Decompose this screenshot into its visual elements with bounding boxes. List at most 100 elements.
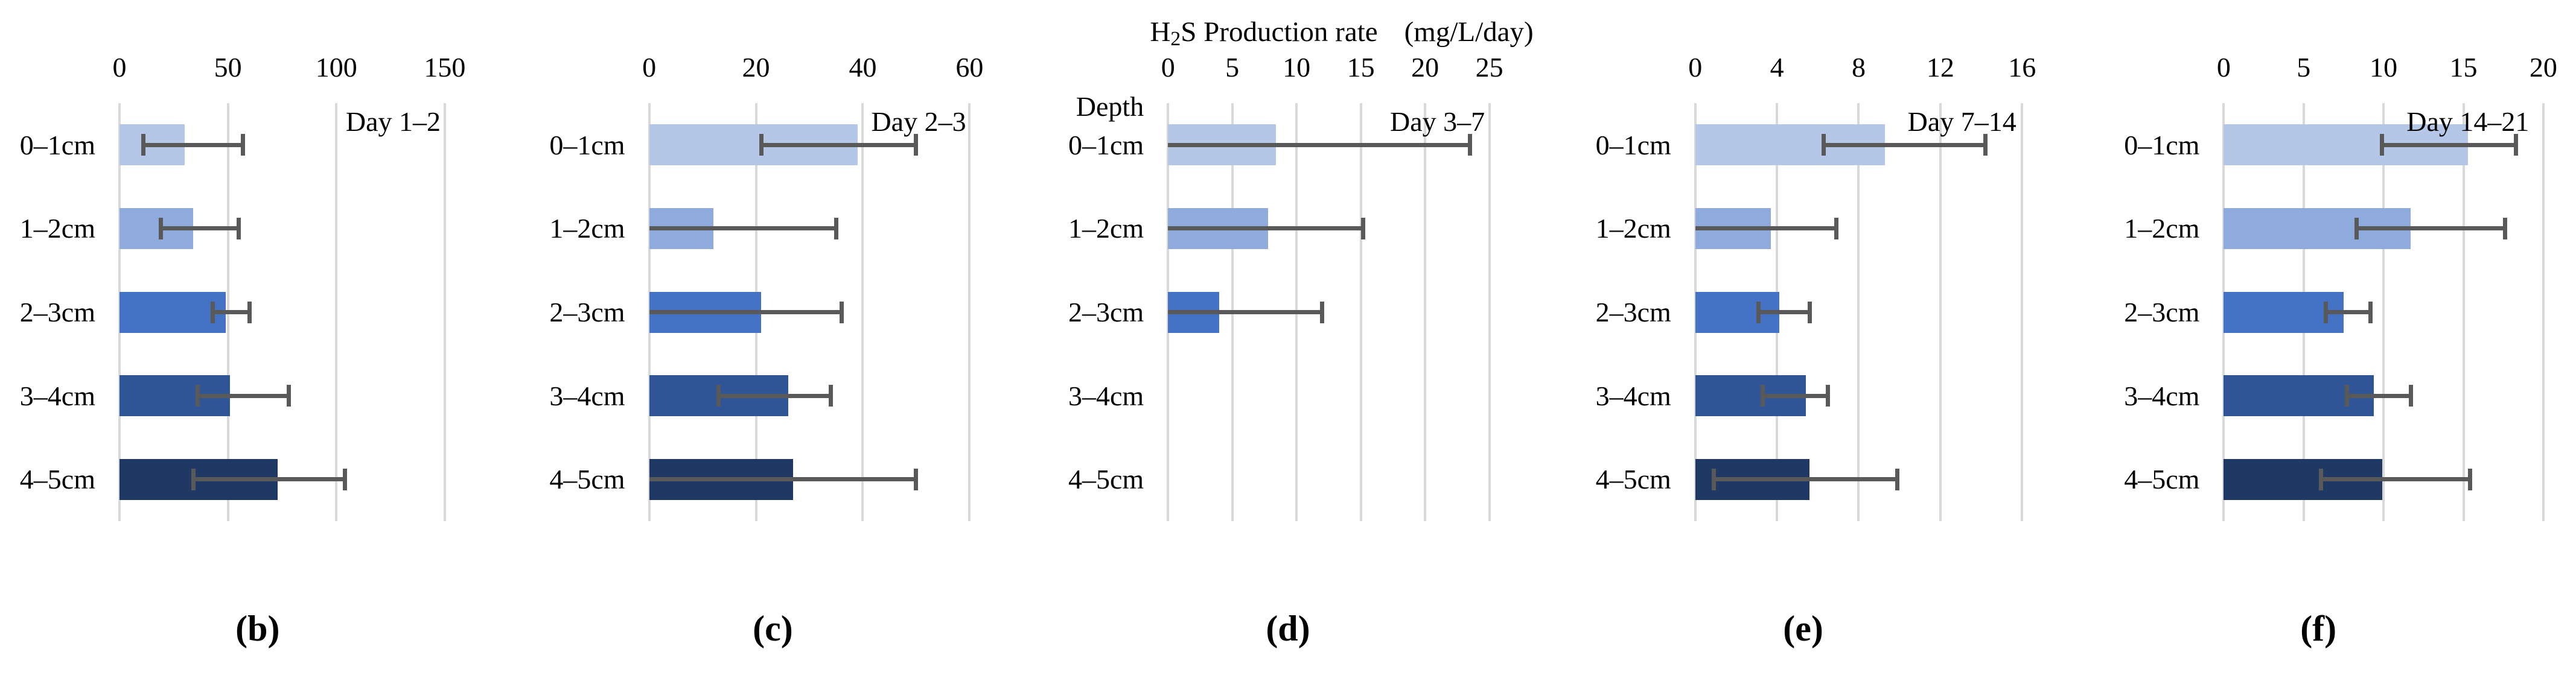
depth-label: 2–3cm — [1068, 296, 1144, 328]
axis-tick-label: 50 — [214, 52, 242, 83]
error-bar — [2356, 226, 2505, 231]
error-bar-cap — [1822, 134, 1826, 156]
day-range-label: Day 3–7 — [1390, 106, 1485, 137]
panel-e: 0 4 8 12 16 Day 7–14 0–1cm 1–2cm 2–3cm 3–4cm 4–5cm… — [1546, 0, 2061, 687]
error-bar-cap — [2368, 301, 2373, 323]
axis-tick-label: 60 — [955, 52, 984, 83]
axis-tick-label: 0 — [112, 52, 127, 83]
panel-letter: (e) — [1783, 609, 1823, 648]
error-bar-cap — [241, 134, 246, 156]
title-subscript: 2 — [1170, 28, 1181, 50]
error-bar — [1168, 226, 1363, 231]
error-bar — [649, 477, 916, 482]
error-bar-cap — [828, 385, 833, 407]
depth-label: 3–4cm — [549, 380, 625, 411]
error-bar — [1762, 393, 1828, 398]
title-units: (mg/L/day) — [1404, 16, 1534, 48]
depth-label: 0–1cm — [1595, 129, 1671, 160]
error-bar-cap — [1756, 301, 1761, 323]
error-bar-cap — [2324, 301, 2329, 323]
depth-label: 1–2cm — [1595, 213, 1671, 244]
day-range-label: Day 2–3 — [871, 106, 966, 137]
axis-tick-label: 0 — [2216, 52, 2231, 83]
axis-tick-label: 20 — [1411, 52, 1439, 83]
error-bar-cap — [1834, 217, 1838, 239]
depth-label: 3–4cm — [1595, 380, 1671, 411]
error-bar-cap — [210, 301, 215, 323]
gridline — [335, 103, 338, 521]
error-bar-cap — [2514, 134, 2519, 156]
day-range-label: Day 7–14 — [1907, 106, 2016, 137]
depth-label: 4–5cm — [549, 464, 625, 495]
axis-tick-label: 10 — [1283, 52, 1311, 83]
error-bar-cap — [343, 468, 348, 490]
error-bar — [1168, 310, 1322, 314]
gridline — [1939, 103, 1942, 521]
error-bar — [1823, 142, 1986, 147]
error-bar-cap — [1468, 134, 1473, 156]
error-bar-cap — [141, 134, 146, 156]
error-bar — [212, 310, 250, 314]
depth-header-label: Depth — [1076, 90, 1144, 122]
error-bar-cap — [1826, 385, 1831, 407]
error-bar-cap — [195, 385, 200, 407]
panel-d: 0 5 10 15 20 25 Day 3–7 0–1cm 1–2cm 2–3cm 3–4cm 4–5… — [1030, 0, 1546, 687]
gridline — [861, 103, 864, 521]
error-bar-cap — [2344, 385, 2349, 407]
axis-tick-label: 20 — [742, 52, 770, 83]
depth-label: 3–4cm — [19, 380, 95, 411]
axis-tick-label: 15 — [2449, 52, 2478, 83]
axis-tick-label: 0 — [1688, 52, 1703, 83]
depth-label: 4–5cm — [19, 464, 95, 495]
panel-letter: (f) — [2300, 609, 2337, 648]
gridline — [2462, 103, 2465, 521]
title-element-symbol: H — [1150, 16, 1171, 48]
axis-tick-label: 20 — [2529, 52, 2557, 83]
error-bar — [1714, 477, 1898, 482]
error-bar-cap — [716, 385, 721, 407]
depth-label: 4–5cm — [1595, 464, 1671, 495]
error-bar — [161, 226, 239, 231]
axis-tick-label: 100 — [315, 52, 357, 83]
axis-tick-label: 5 — [1225, 52, 1240, 83]
error-bar-cap — [834, 217, 838, 239]
error-bar — [2382, 142, 2516, 147]
day-range-label: Day 14–21 — [2406, 106, 2530, 137]
axis-tick-label: 40 — [849, 52, 877, 83]
error-bar-cap — [2408, 385, 2413, 407]
error-bar — [649, 226, 837, 231]
depth-label: 0–1cm — [1068, 129, 1144, 160]
gridline — [1857, 103, 1860, 521]
plot-area: Day 1–2 — [118, 103, 471, 521]
error-bar-cap — [759, 134, 764, 156]
error-bar-cap — [914, 134, 919, 156]
error-bar — [761, 142, 916, 147]
axis-tick-label: 150 — [424, 52, 466, 83]
axis-tick-label: 0 — [1161, 52, 1175, 83]
panel-letter: (d) — [1266, 609, 1310, 648]
gridline — [1424, 103, 1427, 521]
depth-label: 0–1cm — [2124, 129, 2200, 160]
axis-tick-label: 25 — [1475, 52, 1503, 83]
error-bar-cap — [247, 301, 252, 323]
error-bar — [1695, 226, 1837, 231]
error-bar-cap — [2502, 217, 2507, 239]
depth-label: 2–3cm — [1595, 296, 1671, 328]
panel-letter: (c) — [753, 609, 793, 648]
plot-area: Day 2–3 — [648, 103, 996, 521]
plot-area: Day 7–14 — [1694, 103, 2047, 521]
error-bar — [143, 142, 243, 147]
panel-f: 0 5 10 15 20 Day 14–21 0–1cm 1–2cm 2–3cm 3–4cm 4–5… — [2061, 0, 2576, 687]
error-bar-cap — [839, 301, 844, 323]
error-bar-cap — [237, 217, 241, 239]
error-bar — [197, 393, 289, 398]
error-bar-cap — [1320, 301, 1325, 323]
axis-tick-label: 16 — [2008, 52, 2036, 83]
error-bar-cap — [191, 468, 196, 490]
error-bar-cap — [2319, 468, 2324, 490]
error-bar-cap — [2467, 468, 2472, 490]
gridline — [2382, 103, 2385, 521]
depth-label: 3–4cm — [1068, 380, 1144, 411]
axis-tick-label: 12 — [1926, 52, 1954, 83]
